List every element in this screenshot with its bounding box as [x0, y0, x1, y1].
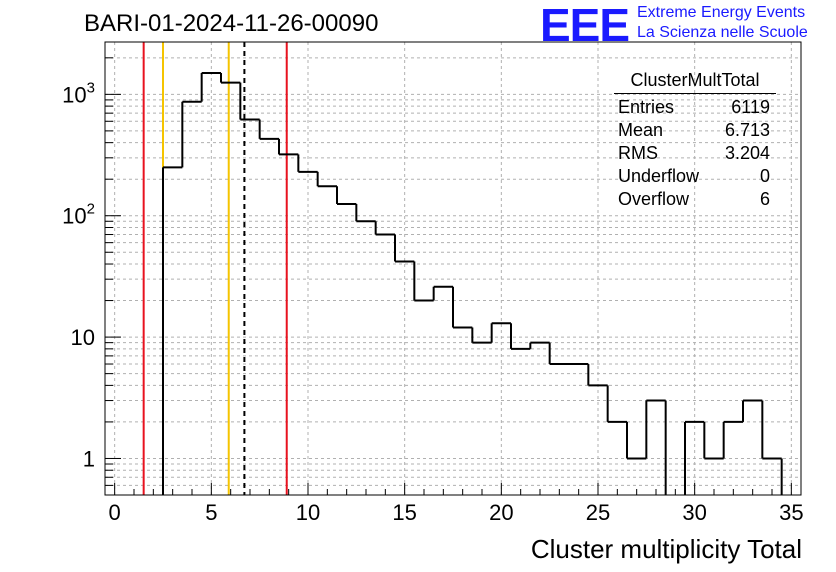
stat-row-underflow: Underflow 0 — [614, 165, 776, 188]
x-tick-label: 15 — [392, 500, 416, 525]
stat-row-mean: Mean 6.713 — [614, 119, 776, 142]
y-tick-label: 10 — [71, 325, 95, 350]
stat-value: 6 — [759, 189, 770, 209]
x-tick-label: 35 — [779, 500, 803, 525]
x-tick-label: 0 — [109, 500, 121, 525]
grid-lines — [105, 42, 801, 495]
marker-lines — [142, 42, 288, 495]
plot-frame — [104, 41, 802, 496]
stat-label: RMS — [618, 143, 658, 163]
stat-value: 6.713 — [724, 120, 770, 140]
stat-value: 6119 — [731, 97, 770, 117]
histogram-series — [162, 71, 783, 495]
x-tick-label: 5 — [205, 500, 217, 525]
stat-row-entries: Entries 6119 — [614, 96, 776, 119]
y-tick-label: 1 — [83, 446, 95, 471]
stat-label: Entries — [618, 97, 675, 117]
logo-line-1: Extreme Energy Events — [637, 4, 806, 21]
stat-value: 0 — [759, 166, 770, 186]
stat-row-overflow: Overflow 6 — [614, 188, 776, 211]
logo-line-2: La Scienza nelle Scuole — [637, 24, 808, 41]
x-tick-label: 30 — [682, 500, 706, 525]
chart-title: BARI-01-2024-11-26-00090 — [84, 10, 379, 37]
eee-logo: EEE — [540, 0, 630, 51]
tick-labels: 0 5 10 15 20 25 30 35 1 10 102 103 — [62, 79, 803, 525]
x-tick-label: 25 — [586, 500, 610, 525]
stats-box: ClusterMultTotal Entries 6119 Mean 6.713… — [614, 70, 776, 211]
x-axis-title: Cluster multiplicity Total — [530, 534, 802, 564]
y-tick-label: 103 — [62, 79, 95, 107]
stat-label: Overflow — [618, 189, 690, 209]
axis-ticks — [105, 57, 792, 495]
stat-label: Mean — [618, 120, 664, 140]
x-tick-label: 10 — [296, 500, 320, 525]
stat-label: Underflow — [618, 166, 700, 186]
stat-value: 3.204 — [724, 143, 770, 163]
x-tick-label: 20 — [489, 500, 513, 525]
stats-title: ClusterMultTotal — [614, 70, 776, 94]
y-tick-label: 102 — [62, 201, 95, 229]
stat-row-rms: RMS 3.204 — [614, 142, 776, 165]
